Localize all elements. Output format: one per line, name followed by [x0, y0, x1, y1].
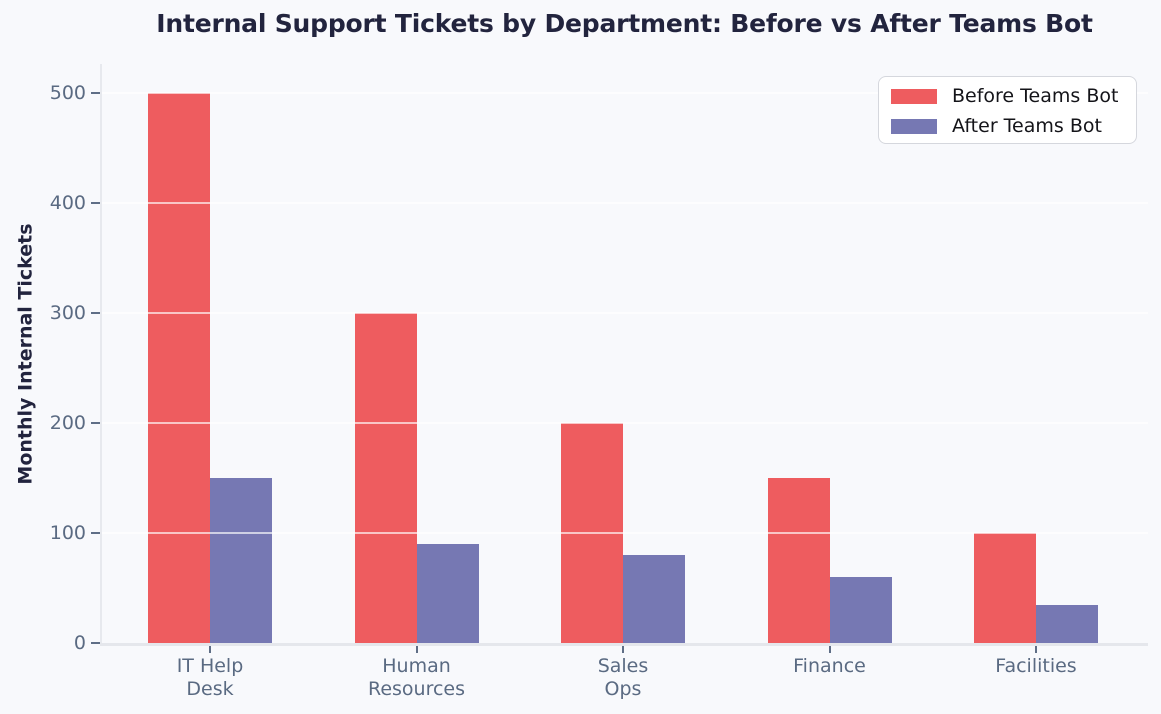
x-tick-mark-3 — [828, 646, 831, 653]
y-axis-spine — [100, 64, 102, 646]
bar-after-sales-ops — [623, 555, 685, 643]
gridline-200 — [102, 422, 1148, 424]
y-tick-label-500: 500 — [49, 82, 86, 104]
x-tick-label-4: Facilities — [936, 655, 1136, 678]
x-tick-mark-4 — [1035, 646, 1037, 653]
y-tick-label-300: 300 — [49, 302, 86, 324]
x-tick-mark-0 — [209, 646, 211, 653]
bar-before-finance — [767, 478, 830, 643]
y-tick-mark-200 — [91, 422, 100, 424]
y-tick-label-400: 400 — [49, 192, 86, 214]
legend-item: Before Teams Bot — [891, 81, 1124, 111]
y-tick-mark-500 — [91, 92, 100, 94]
x-tick-mark-2 — [622, 646, 624, 653]
x-tick-label-0: IT Help Desk — [110, 655, 310, 701]
chart-title: Internal Support Tickets by Department: … — [156, 9, 1093, 38]
x-tick-mark-1 — [415, 646, 418, 653]
x-tick-label-line: Human — [382, 655, 451, 677]
x-tick-label-line: Resources — [367, 678, 466, 700]
bar-after-it-help-desk — [210, 478, 272, 643]
y-tick-label-200: 200 — [49, 412, 86, 434]
y-tick-mark-400 — [91, 202, 100, 204]
legend-label: After Teams Bot — [952, 115, 1102, 137]
x-tick-label-line: Finance — [793, 655, 866, 677]
bar-before-it-help-desk — [148, 93, 210, 643]
y-tick-label-0: 0 — [73, 632, 86, 654]
x-tick-label-line: IT Help — [176, 655, 244, 677]
bar-before-facilities — [974, 533, 1036, 643]
y-tick-label-100: 100 — [49, 522, 86, 544]
gridline-500 — [102, 92, 1148, 94]
bar-before-human-resources — [354, 313, 417, 643]
legend: Before Teams Bot After Teams Bot — [878, 76, 1137, 144]
legend-swatch — [891, 118, 937, 134]
legend-swatch — [891, 88, 937, 104]
x-tick-label-line: Desk — [186, 678, 234, 700]
x-tick-label-line: Facilities — [995, 655, 1077, 677]
bar-after-human-resources — [416, 544, 479, 643]
legend-item: After Teams Bot — [891, 111, 1124, 141]
y-tick-mark-100 — [91, 532, 100, 534]
x-tick-label-2: Sales Ops — [523, 655, 723, 701]
bar-after-facilities — [1036, 604, 1098, 643]
x-tick-label-1: Human Resources — [317, 655, 517, 701]
x-tick-label-line: Ops — [604, 678, 642, 700]
x-tick-label-3: Finance — [730, 655, 930, 678]
gridline-100 — [102, 532, 1148, 534]
y-tick-mark-300 — [91, 312, 100, 314]
legend-label: Before Teams Bot — [952, 85, 1119, 107]
x-axis-line — [100, 643, 1148, 646]
y-tick-mark-0 — [91, 642, 100, 644]
gridline-300 — [102, 312, 1148, 314]
gridline-400 — [102, 202, 1148, 204]
x-tick-label-line: Sales — [597, 655, 649, 677]
bar-after-finance — [829, 577, 892, 643]
